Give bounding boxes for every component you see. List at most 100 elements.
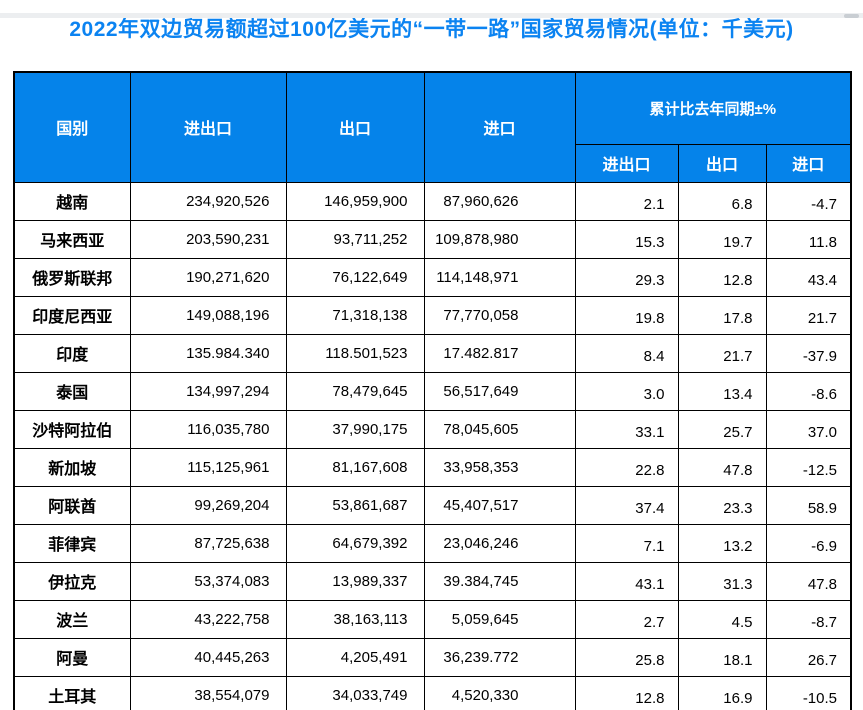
total-cell: 53,374,083 [129, 561, 287, 601]
yoy-import-cell: -37.9 [765, 333, 852, 373]
import-cell: 39.384,745 [423, 561, 576, 601]
total-cell: 115,125,961 [129, 447, 287, 487]
country-cell: 菲律宾 [13, 523, 131, 563]
col-header-country: 国别 [13, 71, 131, 183]
table-row: 菲律宾 87,725,638 64,679,392 23,046,246 7.1… [13, 523, 852, 563]
yoy-export-cell: 47.8 [677, 447, 767, 487]
yoy-total-cell: 12.8 [574, 675, 679, 710]
country-cell: 阿联酋 [13, 485, 131, 525]
yoy-export-cell: 17.8 [677, 295, 767, 335]
table-row: 印度 135.984.340 118.501,523 17.482.817 8.… [13, 333, 852, 373]
yoy-total-cell: 8.4 [574, 333, 679, 373]
table-row: 印度尼西亚 149,088,196 71,318,138 77,770,058 … [13, 295, 852, 335]
col-header-yoy-import: 进口 [765, 143, 852, 183]
country-cell: 土耳其 [13, 675, 131, 710]
yoy-total-cell: 7.1 [574, 523, 679, 563]
yoy-import-cell: -6.9 [765, 523, 852, 563]
table-row: 伊拉克 53,374,083 13,989,337 39.384,745 43.… [13, 561, 852, 601]
yoy-total-cell: 15.3 [574, 219, 679, 259]
import-cell: 36,239.772 [423, 637, 576, 677]
export-cell: 38,163,113 [285, 599, 425, 639]
yoy-import-cell: 11.8 [765, 219, 852, 259]
export-cell: 78,479,645 [285, 371, 425, 411]
trade-table: 国别 进出口 出口 进口 累计比去年同期±% 进出口 出口 进口 越南 234,… [13, 71, 853, 710]
yoy-total-cell: 22.8 [574, 447, 679, 487]
yoy-import-cell: 47.8 [765, 561, 852, 601]
country-cell: 印度尼西亚 [13, 295, 131, 335]
table-row: 波兰 43,222,758 38,163,113 5,059,645 2.7 4… [13, 599, 852, 639]
yoy-import-cell: 21.7 [765, 295, 852, 335]
country-cell: 波兰 [13, 599, 131, 639]
country-cell: 越南 [13, 181, 131, 221]
export-cell: 53,861,687 [285, 485, 425, 525]
table-row: 阿联酋 99,269,204 53,861,687 45,407,517 37.… [13, 485, 852, 525]
yoy-import-cell: 58.9 [765, 485, 852, 525]
export-cell: 81,167,608 [285, 447, 425, 487]
import-cell: 78,045,605 [423, 409, 576, 449]
country-cell: 泰国 [13, 371, 131, 411]
yoy-total-cell: 25.8 [574, 637, 679, 677]
yoy-total-cell: 3.0 [574, 371, 679, 411]
col-header-import: 进口 [423, 71, 576, 183]
import-cell: 114,148,971 [423, 257, 576, 297]
table-row: 俄罗斯联邦 190,271,620 76,122,649 114,148,971… [13, 257, 852, 297]
total-cell: 203,590,231 [129, 219, 287, 259]
export-cell: 93,711,252 [285, 219, 425, 259]
table-row: 沙特阿拉伯 116,035,780 37,990,175 78,045,605 … [13, 409, 852, 449]
import-cell: 4,520,330 [423, 675, 576, 710]
country-cell: 沙特阿拉伯 [13, 409, 131, 449]
export-cell: 71,318,138 [285, 295, 425, 335]
total-cell: 87,725,638 [129, 523, 287, 563]
total-cell: 234,920,526 [129, 181, 287, 221]
yoy-import-cell: 26.7 [765, 637, 852, 677]
total-cell: 134,997,294 [129, 371, 287, 411]
yoy-import-cell: -12.5 [765, 447, 852, 487]
yoy-import-cell: -8.7 [765, 599, 852, 639]
import-cell: 87,960,626 [423, 181, 576, 221]
country-cell: 马来西亚 [13, 219, 131, 259]
yoy-import-cell: -4.7 [765, 181, 852, 221]
table-row: 阿曼 40,445,263 4,205,491 36,239.772 25.8 … [13, 637, 852, 677]
import-cell: 109,878,980 [423, 219, 576, 259]
scrollbar-thumb[interactable] [844, 14, 859, 18]
import-cell: 33,958,353 [423, 447, 576, 487]
country-cell: 俄罗斯联邦 [13, 257, 131, 297]
table-row: 土耳其 38,554,079 34,033,749 4,520,330 12.8… [13, 675, 852, 710]
yoy-total-cell: 43.1 [574, 561, 679, 601]
yoy-total-cell: 33.1 [574, 409, 679, 449]
yoy-total-cell: 2.1 [574, 181, 679, 221]
export-cell: 146,959,900 [285, 181, 425, 221]
export-cell: 37,990,175 [285, 409, 425, 449]
yoy-import-cell: 43.4 [765, 257, 852, 297]
export-cell: 4,205,491 [285, 637, 425, 677]
export-cell: 34,033,749 [285, 675, 425, 710]
yoy-export-cell: 23.3 [677, 485, 767, 525]
col-header-export: 出口 [285, 71, 425, 183]
yoy-total-cell: 29.3 [574, 257, 679, 297]
table-row: 马来西亚 203,590,231 93,711,252 109,878,980 … [13, 219, 852, 259]
import-cell: 23,046,246 [423, 523, 576, 563]
yoy-export-cell: 18.1 [677, 637, 767, 677]
total-cell: 99,269,204 [129, 485, 287, 525]
yoy-export-cell: 4.5 [677, 599, 767, 639]
export-cell: 13,989,337 [285, 561, 425, 601]
yoy-export-cell: 16.9 [677, 675, 767, 710]
yoy-import-cell: -10.5 [765, 675, 852, 710]
country-cell: 新加坡 [13, 447, 131, 487]
table-row: 越南 234,920,526 146,959,900 87,960,626 2.… [13, 181, 852, 221]
yoy-export-cell: 21.7 [677, 333, 767, 373]
import-cell: 5,059,645 [423, 599, 576, 639]
browser-top-strip [0, 13, 863, 18]
yoy-export-cell: 12.8 [677, 257, 767, 297]
country-cell: 伊拉克 [13, 561, 131, 601]
country-cell: 阿曼 [13, 637, 131, 677]
import-cell: 45,407,517 [423, 485, 576, 525]
import-cell: 56,517,649 [423, 371, 576, 411]
table-row: 新加坡 115,125,961 81,167,608 33,958,353 22… [13, 447, 852, 487]
col-header-yoy-total: 进出口 [574, 143, 679, 183]
export-cell: 118.501,523 [285, 333, 425, 373]
total-cell: 135.984.340 [129, 333, 287, 373]
yoy-export-cell: 19.7 [677, 219, 767, 259]
col-header-total: 进出口 [129, 71, 287, 183]
yoy-total-cell: 19.8 [574, 295, 679, 335]
